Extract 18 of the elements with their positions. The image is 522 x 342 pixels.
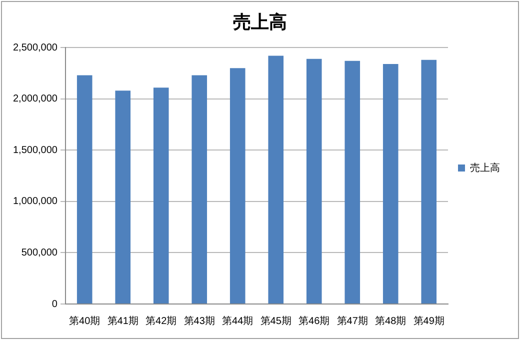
x-tick-label: 第43期 — [184, 314, 215, 327]
x-tick-label: 第41期 — [107, 314, 138, 327]
x-tick-label: 第47期 — [336, 314, 368, 327]
x-tick-label: 第45期 — [260, 314, 292, 327]
y-tick-label: 500,000 — [21, 247, 58, 258]
x-tick-label: 第40期 — [69, 314, 100, 327]
legend-label: 売上高 — [470, 162, 500, 174]
x-tick-label: 第46期 — [298, 314, 330, 327]
x-tick-label: 第42期 — [146, 314, 177, 327]
y-tick-label: 2,500,000 — [12, 42, 58, 54]
y-tick-label: 2,000,000 — [12, 94, 58, 105]
chart-title: 売上高 — [233, 12, 287, 32]
x-tick-label: 第49期 — [413, 314, 444, 327]
y-tick-label: 1,000,000 — [12, 196, 58, 208]
x-tick-label: 第48期 — [375, 314, 406, 327]
x-tick-label: 第44期 — [222, 314, 254, 327]
y-tick-label: 1,500,000 — [12, 144, 58, 156]
y-tick-label: 0 — [52, 298, 58, 310]
